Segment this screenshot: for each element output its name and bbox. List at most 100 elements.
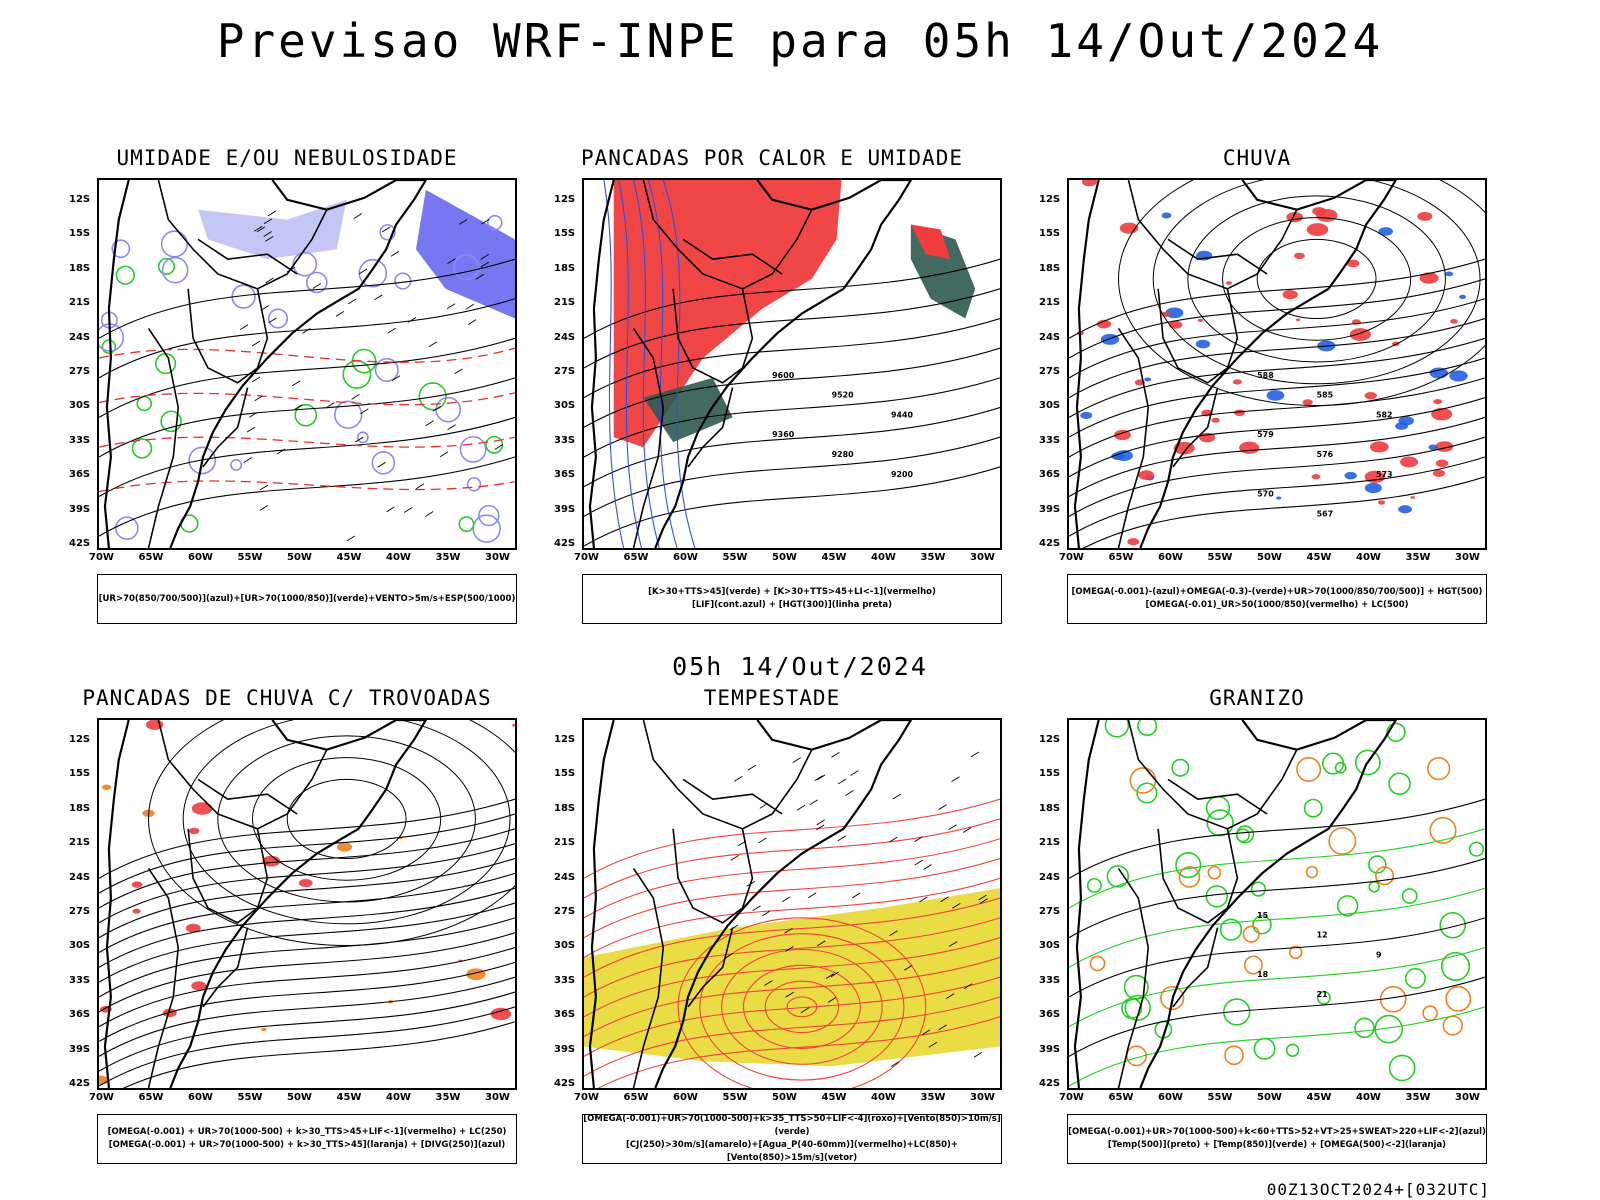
lon-tick-label: 40W [386,1092,411,1103]
panel-title: PANCADAS POR CALOR E UMIDADE [580,146,963,170]
panel-legend: [OMEGA(-0.001)+UR>70(1000-500)+k<60+TTS>… [1067,1114,1487,1164]
lat-tick-label: 18S [554,802,576,814]
legend-line: [CJ(250)>30m/s](amarelo)+[Agua_P(40-60mm… [625,1140,959,1163]
lat-tick-label: 39S [69,1043,91,1055]
lon-tick-label: 65W [623,552,649,563]
contour-label: 9360 [772,430,795,439]
contour-lines [99,258,515,537]
lon-tick-label: 30W [1455,1092,1480,1103]
lon-tick-label: 65W [138,1092,164,1103]
panel-umidade: UMIDADE E/OU NEBULOSIDADE 12S 15S 18S 21S 24S… [47,146,527,624]
lat-tick-label: 21S [554,837,576,849]
lon-tick-label: 35W [435,552,461,563]
map-frame: 9600 9520 9440 9360 9280 9200 [582,178,1002,550]
contour-label: 21 [1317,990,1328,999]
lon-tick-label: 70W [1059,552,1084,563]
legend-line: [Temp(500)](preto) + [Temp(850)](verde) … [1107,1140,1447,1150]
lat-tick-label: 18S [1039,802,1061,814]
lat-tick-label: 21S [1039,837,1061,849]
lat-tick-label: 30S [554,940,576,952]
contour-label: 588 [1257,371,1274,380]
run-footer: 00Z13OCT2024+[032UTC] [1266,1180,1490,1199]
lat-tick-label: 24S [554,871,576,883]
lon-tick-label: 40W [1356,552,1381,563]
lat-tick-label: 18S [1039,262,1061,274]
lat-tick-label: 15S [69,768,91,780]
lat-tick-label: 36S [69,469,91,481]
lon-tick-label: 40W [1356,1092,1381,1103]
wind-vectors [724,751,988,1067]
lat-tick-label: 33S [1039,434,1061,446]
lat-tick-label: 36S [1039,1009,1061,1021]
wind-vectors [239,210,504,542]
lon-tick-label: 55W [722,1092,748,1103]
contour-label: 570 [1257,490,1274,499]
contour-label: 9440 [891,410,914,419]
map-svg [99,720,515,1088]
legend-line: [OMEGA(-0.01)_UR>50(1000/850)(vermelho) … [1145,600,1409,610]
lon-tick-label: 50W [287,1092,312,1103]
lat-tick-label: 12S [554,734,576,745]
lon-tick-label: 65W [1108,552,1134,563]
contour-label: 9 [1376,950,1382,959]
lat-tick-label: 15S [1039,228,1061,240]
contour-label: 573 [1376,470,1393,479]
main-title: Previsao WRF-INPE para 05h 14/Out/2024 [216,14,1384,68]
lat-tick-label: 15S [1039,768,1061,780]
lat-tick-label: 42S [1039,1078,1061,1089]
lat-tick-label: 24S [1039,871,1061,883]
contour-label: 18 [1257,970,1269,979]
lon-tick-label: 55W [722,552,748,563]
lon-tick-label: 40W [386,552,411,563]
lat-tick-label: 36S [1039,469,1061,481]
lon-tick-label: 35W [1405,1092,1431,1103]
lon-tick-label: 30W [485,552,510,563]
lon-tick-label: 70W [89,552,114,563]
lat-tick-label: 21S [69,297,91,309]
lat-tick-label: 42S [554,538,576,549]
lon-tick-label: 35W [920,1092,946,1103]
panel-title: UMIDADE E/OU NEBULOSIDADE [116,146,458,170]
lon-tick-label: 30W [970,552,995,563]
lon-tick-label: 45W [821,1092,847,1103]
lat-tick-label: 30S [554,400,576,412]
panel-tempestade: TEMPESTADE 12S 15S 18S 21S 24S 27S 30S 33S 36S 39S… [532,686,1012,1164]
lat-tick-label: 33S [554,974,576,986]
lat-tick-label: 27S [554,366,576,377]
contour-lines [1069,798,1485,1087]
map-svg [584,720,1000,1088]
lat-tick-label: 27S [554,906,576,917]
lon-tick-label: 50W [772,1092,797,1103]
lat-tick-label: 15S [554,228,576,240]
map-frame [97,718,517,1090]
lat-tick-label: 30S [1039,400,1061,412]
lat-tick-label: 33S [69,974,91,986]
legend-line: [OMEGA(-0.001)+UR>70(1000-500)+k>35_TTS>… [583,1114,1001,1137]
lon-tick-label: 35W [1405,552,1431,563]
panel-legend: [OMEGA(-0.001)-(azul)+OMEGA(-0.3)-(verde… [1067,574,1487,624]
contour-lines [584,798,1000,1088]
lat-tick-label: 21S [1039,297,1061,309]
lon-tick-label: 60W [1158,552,1183,563]
coastline [1073,720,1398,1088]
panel-granizo: GRANIZO 15 12 9 18 21 12S 15S 18S 21S 24S 27S 30S 33S… [1017,686,1497,1164]
map-frame: 588 585 582 579 576 573 570 567 [1067,178,1487,550]
contour-label: 9520 [832,391,855,400]
contour-label: 579 [1257,430,1274,439]
lon-tick-label: 65W [138,552,164,563]
panel-trovoadas: PANCADAS DE CHUVA C/ TROVOADAS 12S 15S 18S 2… [47,686,527,1164]
coastline [588,720,913,1088]
lat-tick-label: 24S [1039,331,1061,343]
contour-label: 9280 [832,450,855,459]
lon-tick-label: 50W [1257,1092,1282,1103]
lat-tick-label: 36S [554,1009,576,1021]
lat-tick-label: 12S [554,194,576,205]
contour-label: 567 [1317,509,1334,518]
field-overlay [99,189,515,543]
map-svg [99,180,515,548]
lon-tick-label: 70W [574,552,599,563]
lat-tick-label: 12S [69,194,91,205]
lon-tick-label: 60W [673,552,698,563]
lat-tick-label: 30S [1039,940,1061,952]
lon-tick-label: 55W [237,552,263,563]
